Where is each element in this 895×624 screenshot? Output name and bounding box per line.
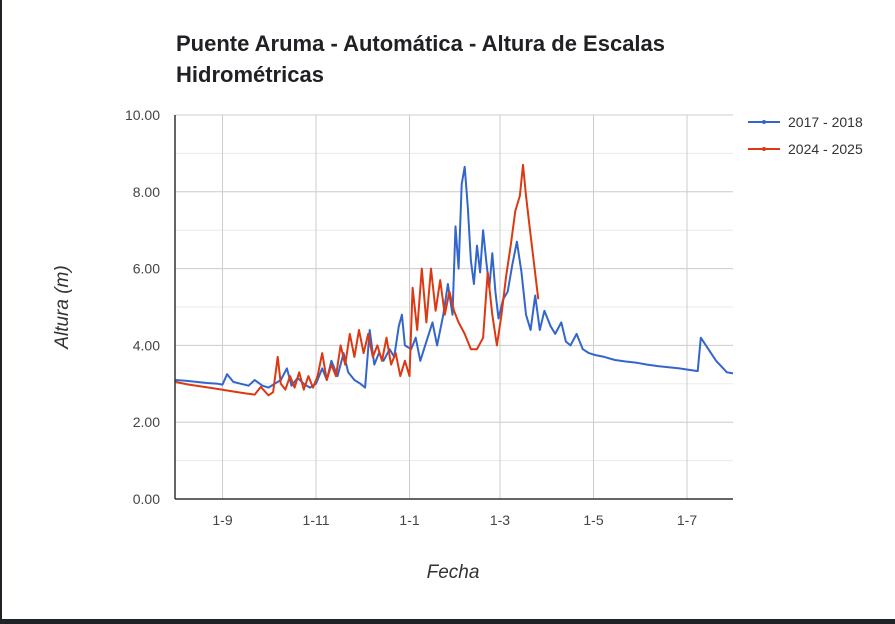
legend: 2017 - 2018 2024 - 2025 xyxy=(748,114,863,157)
y-tick-label: 4.00 xyxy=(133,337,160,353)
y-tick-label: 10.00 xyxy=(125,107,160,123)
y-tick-label: 0.00 xyxy=(133,491,160,507)
x-tick-labels: 1-9 1-11 1-1 1-3 1-5 1-7 xyxy=(212,512,697,528)
x-tick-label: 1-1 xyxy=(399,512,419,528)
y-tick-label: 6.00 xyxy=(133,261,160,277)
legend-marker xyxy=(762,147,766,151)
y-tick-label: 8.00 xyxy=(133,184,160,200)
series-lines xyxy=(174,163,734,397)
x-tick-label: 1-3 xyxy=(490,512,510,528)
x-tick-label: 1-9 xyxy=(212,512,232,528)
legend-label: 2017 - 2018 xyxy=(788,114,863,130)
series-line xyxy=(174,163,540,397)
axes xyxy=(174,115,733,500)
grid-lines xyxy=(175,114,733,499)
x-axis-title: Fecha xyxy=(427,562,480,583)
x-tick-label: 1-7 xyxy=(677,512,697,528)
x-tick-label: 1-5 xyxy=(583,512,603,528)
y-axis-title: Altura (m) xyxy=(52,265,73,349)
y-tick-label: 2.00 xyxy=(133,414,160,430)
legend-marker xyxy=(762,120,766,124)
legend-label: 2024 - 2025 xyxy=(788,141,863,157)
y-tick-labels: 0.00 2.00 4.00 6.00 8.00 10.00 xyxy=(125,107,160,507)
series-line xyxy=(174,165,734,389)
x-tick-label: 1-11 xyxy=(303,512,330,528)
chart-title: Puente Aruma - Automática - Altura de Es… xyxy=(176,31,666,87)
